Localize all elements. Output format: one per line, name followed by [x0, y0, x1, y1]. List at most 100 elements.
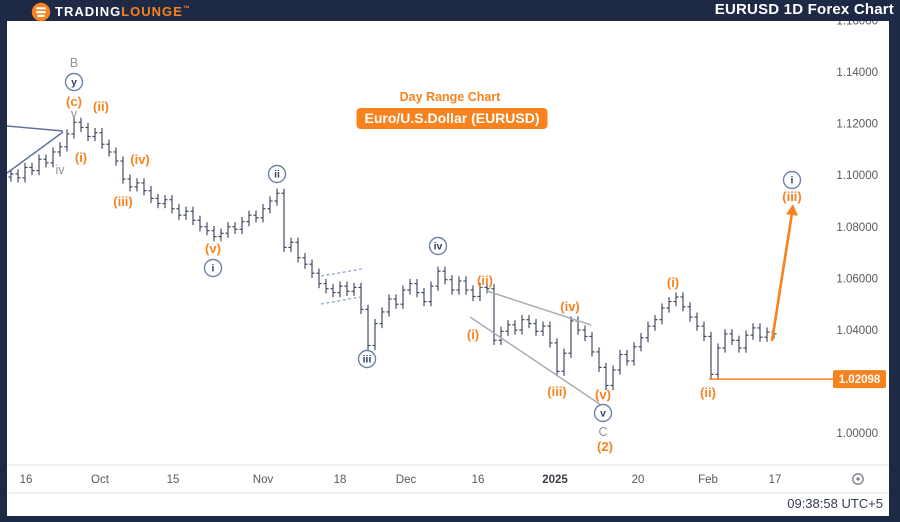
- wave-label-circled-text: iii: [363, 354, 372, 366]
- brand-logo[interactable]: TRADINGLOUNGE™: [31, 0, 191, 22]
- price-bar: [610, 365, 616, 391]
- price-bar: [631, 342, 637, 366]
- price-bar: [764, 327, 770, 342]
- wave-label-gray: v: [71, 107, 78, 121]
- wave-label-orange: (v): [205, 241, 221, 256]
- price-bar: [295, 237, 301, 263]
- wave-label-circle: [593, 403, 613, 423]
- price-bar: [694, 312, 700, 331]
- axis-settings-icon[interactable]: [852, 473, 864, 485]
- wave-label-orange: (ii): [477, 273, 493, 288]
- price-axis-label: 1.12000: [836, 119, 878, 131]
- price-bar: [372, 318, 378, 351]
- price-bar: [29, 162, 35, 176]
- price-bar: [638, 333, 644, 352]
- price-bar: [617, 349, 623, 375]
- brand-name-trading: TRADING: [55, 3, 122, 19]
- price-bar: [498, 326, 504, 345]
- price-bar: [736, 335, 742, 353]
- price-bar: [85, 122, 91, 142]
- price-bar: [92, 127, 98, 142]
- chart-canvas[interactable]: 1.02098 16 Oct 15 Nov 18 Dec 16 2025 20 Feb 17 1.160…: [7, 21, 889, 516]
- wave-label-orange: (i): [667, 275, 679, 290]
- time-axis-label: Nov: [253, 474, 274, 486]
- price-bar: [169, 195, 175, 214]
- price-bar: [519, 315, 525, 335]
- wave-label-orange: (iii): [547, 384, 567, 399]
- price-bar: [428, 281, 434, 307]
- wave-label-circled-text: iv: [434, 241, 443, 253]
- price-bar: [365, 304, 371, 351]
- price-bar: [239, 216, 245, 235]
- price-bar: [78, 117, 84, 133]
- wave-label-circle: [428, 236, 448, 256]
- wave-label-orange: (iii): [782, 189, 802, 204]
- price-axis-label: 1.06000: [836, 273, 878, 285]
- time-axis-label: 18: [334, 474, 347, 486]
- price-bar: [260, 204, 266, 223]
- brand-name-lounge: LOUNGE: [121, 3, 183, 19]
- wave-label-circled-text: i: [212, 263, 215, 275]
- wave-label-orange: (i): [467, 327, 479, 342]
- price-bar: [316, 268, 322, 289]
- wave-label-circled-text: i: [791, 175, 794, 187]
- wave-label-orange: (i): [75, 150, 87, 165]
- price-bar: [673, 292, 679, 307]
- price-bar: [512, 320, 518, 335]
- chart-overlay-title: Day Range Chart: [399, 90, 501, 104]
- time-axis-label: 17: [769, 474, 782, 486]
- price-bar: [624, 349, 630, 366]
- price-bar: [127, 174, 133, 192]
- price-bar: [57, 142, 63, 157]
- price-bar: [715, 343, 721, 380]
- price-axis-label: 1.14000: [836, 67, 878, 79]
- price-bar: [218, 228, 224, 242]
- price-bar: [435, 266, 441, 291]
- price-bar: [687, 302, 693, 322]
- price-bar: [141, 178, 147, 196]
- price-bar: [729, 329, 735, 345]
- time-axis-label: 20: [632, 474, 645, 486]
- price-bar: [603, 362, 609, 391]
- price-bar: [113, 147, 119, 166]
- price-bar: [659, 303, 665, 325]
- price-bar: [470, 285, 476, 302]
- price-bar: [190, 206, 196, 225]
- price-bar: [274, 188, 280, 206]
- price-bar: [225, 222, 231, 238]
- price-bar: [393, 294, 399, 309]
- price-bar: [652, 315, 658, 331]
- price-bar: [379, 307, 385, 329]
- price-bar: [547, 321, 553, 348]
- price-bar: [148, 186, 154, 204]
- price-bar: [442, 266, 448, 285]
- wave-label-orange: (iii): [113, 194, 133, 209]
- price-bar: [43, 154, 49, 168]
- wave-label-circled-text: v: [600, 408, 606, 420]
- projection-arrow-head: [786, 204, 798, 216]
- price-bar: [8, 169, 14, 182]
- price-axis-label: 1.10000: [836, 170, 878, 182]
- price-axis-label: 1.16000: [836, 21, 878, 27]
- price-bar: [386, 294, 392, 317]
- trademark-symbol: ™: [182, 5, 191, 13]
- price-bar: [302, 253, 308, 269]
- price-bar: [211, 226, 217, 242]
- price-bar: [197, 215, 203, 232]
- price-bar: [99, 127, 105, 149]
- price-bar: [561, 348, 567, 376]
- wave-label-orange: (c): [66, 94, 82, 109]
- price-bar: [554, 338, 560, 376]
- price-marker-box[interactable]: [833, 370, 886, 389]
- price-bar: [680, 292, 686, 312]
- wave-label-gray: iv: [55, 163, 65, 177]
- price-bar: [477, 282, 483, 302]
- price-bar: [491, 284, 497, 345]
- price-bar: [344, 281, 350, 296]
- wave-label-orange: (ii): [700, 385, 716, 400]
- price-bar: [463, 276, 469, 295]
- price-bar: [246, 210, 252, 227]
- price-bar: [71, 117, 77, 139]
- gray-wedge-trendline: [486, 290, 592, 326]
- price-bar: [743, 330, 749, 353]
